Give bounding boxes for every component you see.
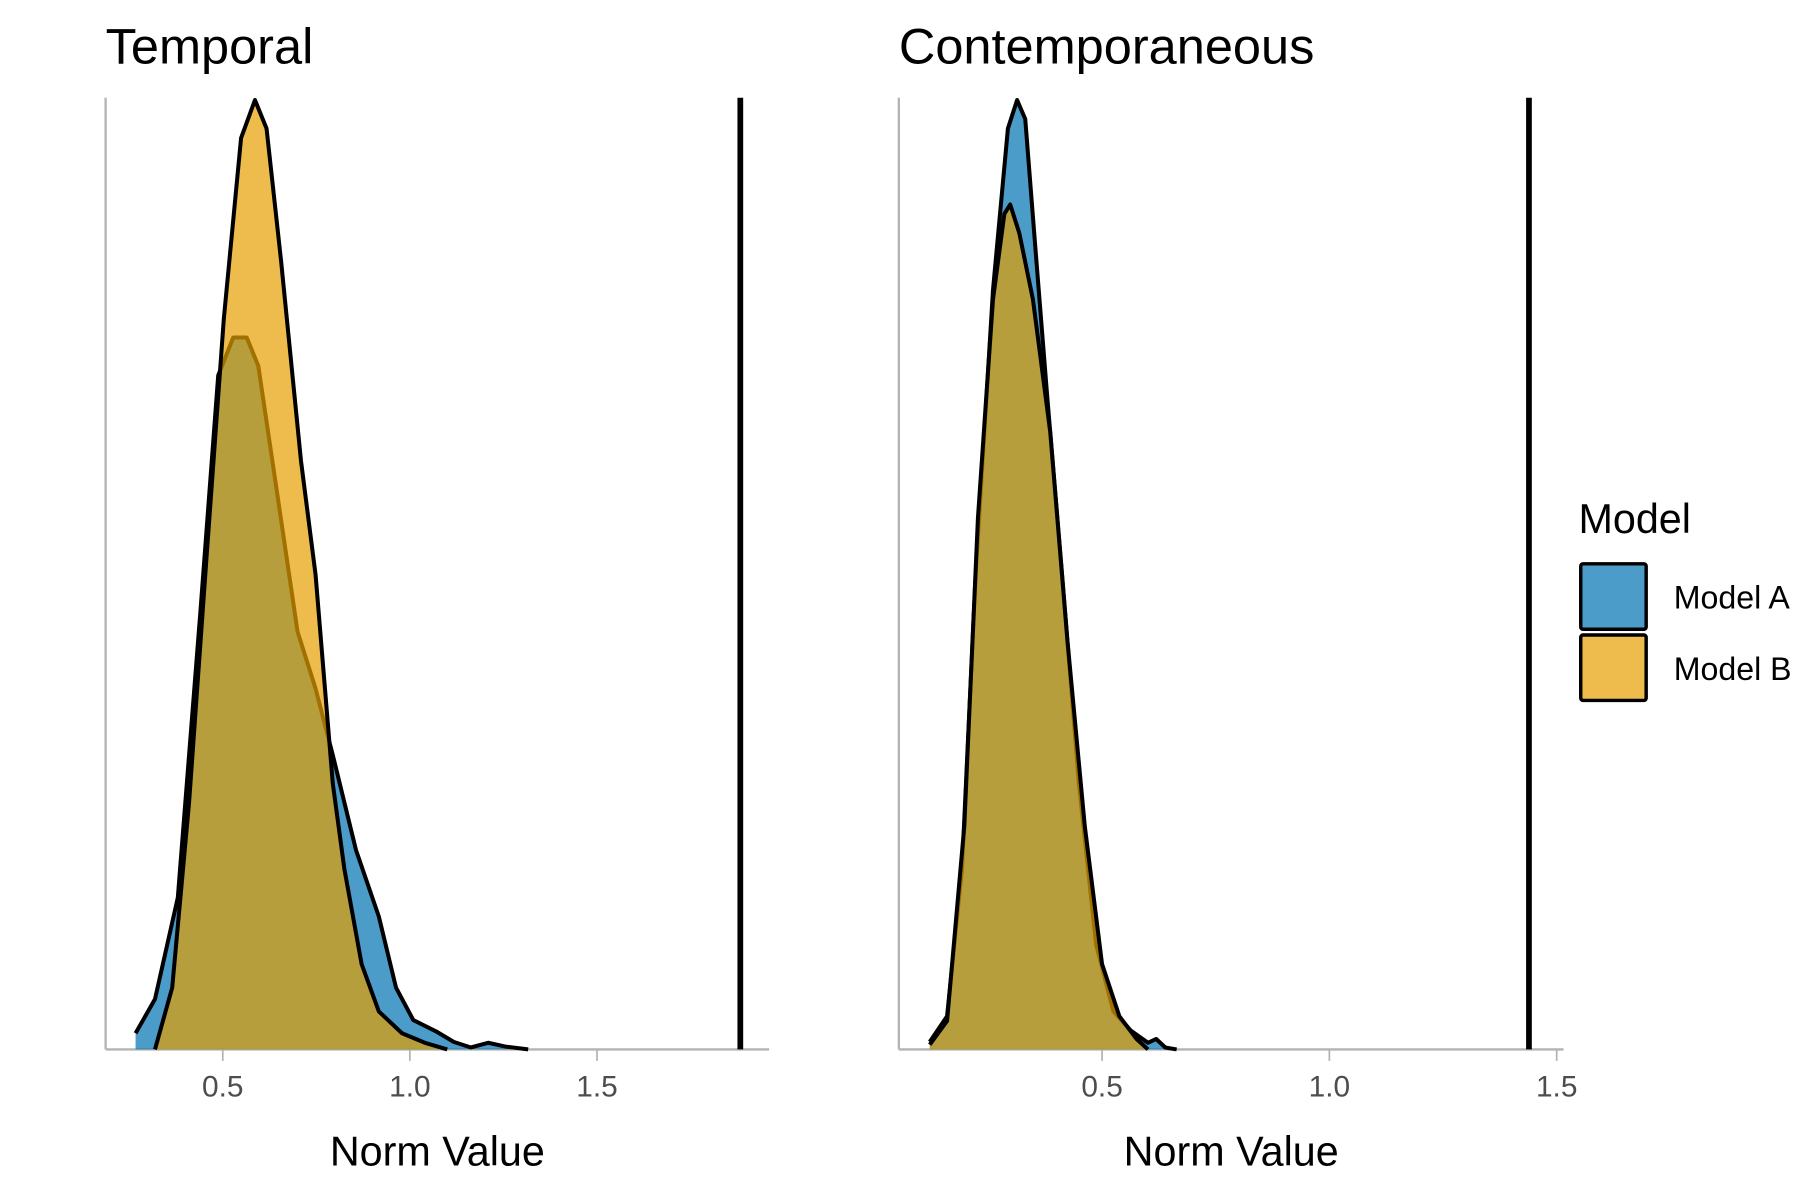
x-axis-label: Norm Value xyxy=(1124,1128,1339,1174)
legend-label-model-b: Model B xyxy=(1674,651,1792,687)
legend-swatch-model-b xyxy=(1579,633,1648,703)
x-tick-label: 1.0 xyxy=(1309,1070,1350,1103)
density-line-model-b xyxy=(928,202,1150,1051)
x-tick-label: 1.5 xyxy=(1536,1070,1577,1103)
x-tick-label: 0.5 xyxy=(202,1070,243,1103)
density-area-model-b xyxy=(154,100,448,1050)
x-axis-label: Norm Value xyxy=(330,1128,545,1174)
x-tick-label: 1.5 xyxy=(576,1070,617,1103)
legend-label-model-a: Model A xyxy=(1674,580,1791,616)
x-tick-label: 1.0 xyxy=(389,1070,430,1103)
legend-swatch-model-a xyxy=(1579,562,1648,631)
panel-title: Contemporaneous xyxy=(899,17,1315,74)
density-line-model-b xyxy=(153,98,448,1052)
panel-title: Temporal xyxy=(106,17,314,74)
legend-title: Model xyxy=(1578,496,1691,542)
density-area-model-b xyxy=(929,204,1148,1050)
legend: Model Model A Model B xyxy=(1578,496,1792,703)
panel-temporal: Temporal 0.5 1.0 1.5 Norm Value xyxy=(104,17,770,1174)
panel-contemporaneous: Contemporaneous 0.5 1.0 1.5 Norm Value xyxy=(897,17,1577,1174)
x-tick-label: 0.5 xyxy=(1081,1070,1122,1103)
